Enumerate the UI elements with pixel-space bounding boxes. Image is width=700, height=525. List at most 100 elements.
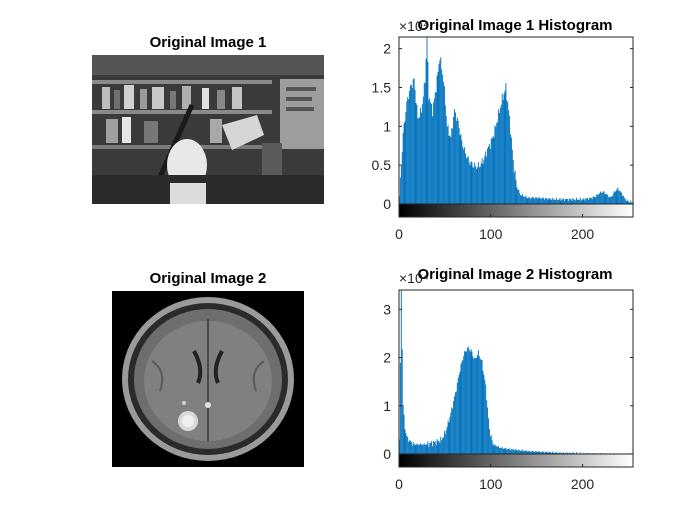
histogram-bar <box>521 195 522 204</box>
histogram-bar <box>474 162 476 204</box>
histogram-bars <box>399 290 632 454</box>
x-tick-label: 100 <box>479 226 503 242</box>
histogram-bar <box>441 440 443 454</box>
histogram-bar <box>583 452 585 454</box>
histogram-bar <box>561 452 563 454</box>
histogram-bar <box>621 192 622 204</box>
histogram-bar <box>477 350 479 454</box>
histogram-bar <box>551 199 553 204</box>
histogram-bar <box>614 192 616 204</box>
histogram-bar <box>419 117 421 204</box>
x-tick-label: 0 <box>395 476 403 492</box>
histogram-bar <box>552 197 554 204</box>
histogram-bar <box>550 452 552 454</box>
histogram-bar <box>450 137 452 204</box>
y-tick-label: 1.5 <box>372 79 392 95</box>
histogram-bar <box>542 197 544 204</box>
histogram-bar <box>419 444 421 454</box>
histogram-bar <box>559 197 561 204</box>
histogram-bar <box>454 112 456 204</box>
histogram-bar <box>486 156 488 204</box>
histogram-bar <box>420 107 422 204</box>
histogram-bar <box>581 199 583 204</box>
histogram-bar <box>621 196 623 204</box>
hist1-title: Original Image 1 Histogram <box>417 17 613 34</box>
histogram-bar <box>532 197 533 204</box>
histogram-bar <box>545 451 547 454</box>
histogram-bar <box>510 450 511 454</box>
histogram-bar <box>469 351 471 454</box>
histogram-bar <box>425 444 427 454</box>
histogram-bar <box>460 133 462 204</box>
histogram-bar <box>533 452 535 454</box>
histogram-bar <box>598 194 600 204</box>
histogram-bar <box>513 172 515 204</box>
histogram-bar <box>534 197 536 204</box>
histogram-bar <box>451 128 453 204</box>
histogram-bar <box>452 408 454 454</box>
x-tick-label: 200 <box>571 476 595 492</box>
histogram-bar <box>591 199 593 204</box>
histogram-bar <box>587 197 589 204</box>
histogram-bar <box>563 198 565 204</box>
histogram-bar <box>546 198 548 204</box>
histogram-bar <box>509 115 511 204</box>
histogram-bar <box>583 197 585 204</box>
histogram-bar <box>573 199 575 204</box>
histogram-bar <box>610 196 611 204</box>
histogram-bar <box>596 452 598 454</box>
histogram-bar <box>517 450 519 454</box>
histogram-bar <box>560 200 562 204</box>
histogram-bar <box>431 104 433 204</box>
histogram-bar <box>530 198 532 204</box>
histogram-bar <box>427 441 429 454</box>
histogram-bar <box>501 93 503 204</box>
histogram-bar <box>485 151 487 204</box>
histogram-bar <box>440 436 442 454</box>
histogram-bar <box>566 198 568 204</box>
histogram-bar <box>416 104 418 204</box>
histogram-bar <box>478 167 480 204</box>
histogram-bar <box>565 452 567 454</box>
histogram-bar <box>490 435 492 454</box>
histogram-bar <box>495 126 497 204</box>
histogram-bar <box>399 362 401 454</box>
histogram-bar <box>480 163 482 204</box>
histogram-bar <box>600 192 602 204</box>
histogram-bar <box>453 116 455 204</box>
histogram-bar <box>526 451 528 454</box>
histogram-bar <box>507 102 509 204</box>
histogram-bar <box>546 452 548 454</box>
histogram-bar <box>516 187 518 204</box>
histogram-bar <box>510 134 511 204</box>
histogram-bar <box>445 429 447 454</box>
histogram-bar <box>471 162 473 204</box>
histogram-bar <box>494 444 496 454</box>
histogram-bar <box>532 451 534 454</box>
histogram-bar <box>451 407 453 454</box>
histogram-bar <box>592 196 594 204</box>
histogram-bar <box>586 198 588 204</box>
histogram-bar <box>473 358 475 454</box>
histogram-bar <box>484 155 486 204</box>
histogram-bar <box>469 165 471 204</box>
histogram-bar <box>445 115 447 204</box>
histogram-bar <box>417 444 419 454</box>
histogram-bar <box>577 199 578 204</box>
histogram-bar <box>443 86 445 204</box>
histogram-bar <box>543 198 544 204</box>
histogram-bar <box>597 194 599 204</box>
histogram-bar <box>544 451 546 454</box>
histogram-bar <box>407 97 409 204</box>
histogram-bar <box>515 180 517 204</box>
histogram-bar <box>540 198 542 204</box>
histogram-bar <box>443 430 445 454</box>
histogram-bar <box>488 144 490 204</box>
histogram-bar <box>468 349 470 454</box>
histogram-bar <box>414 444 416 454</box>
histogram-bar <box>606 193 608 204</box>
y-tick-label: 1 <box>383 118 391 134</box>
histogram-bar <box>449 416 451 454</box>
histogram-bar <box>432 102 434 204</box>
histogram-bar <box>491 138 493 204</box>
